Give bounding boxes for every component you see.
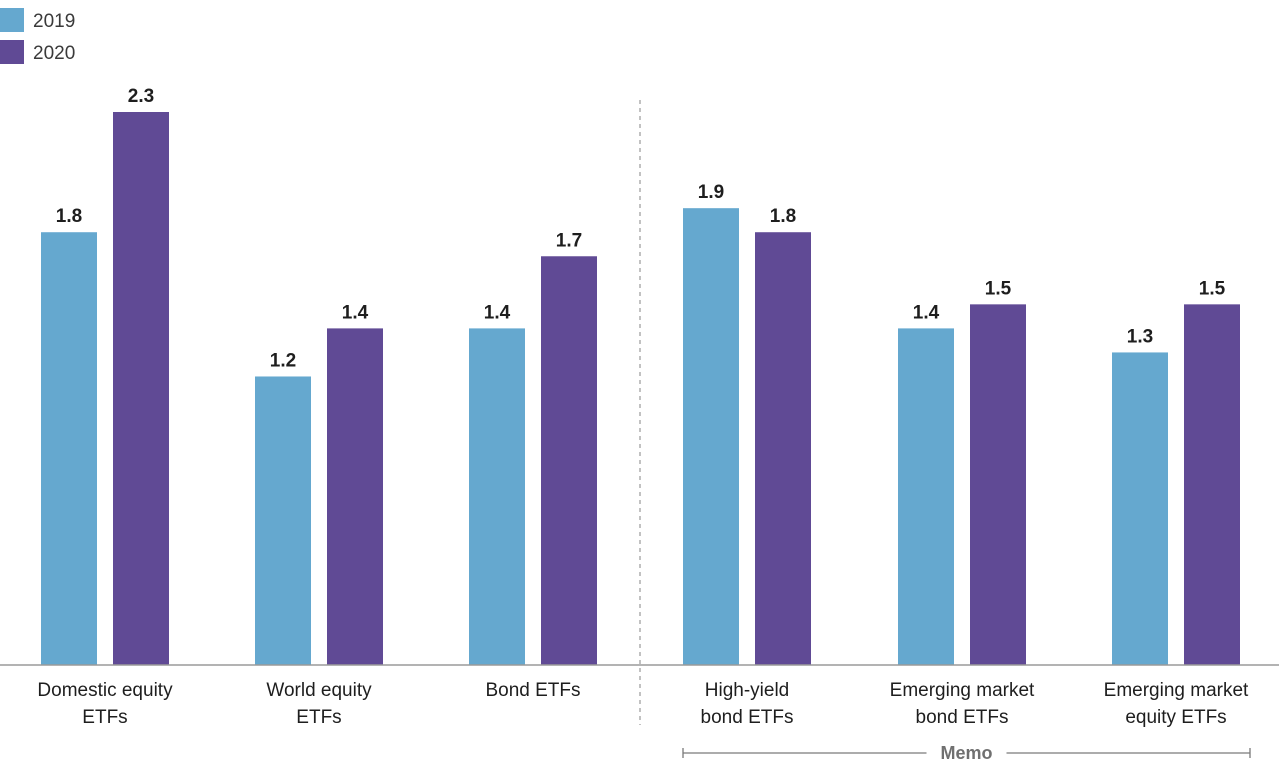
memo-bracket: Memo <box>682 743 1251 762</box>
value-label-2020-1: 1.4 <box>342 302 369 323</box>
category-label-5-0: Emerging market <box>1104 680 1249 701</box>
category-label-4-0: Emerging market <box>890 680 1035 701</box>
value-label-2019-5: 1.3 <box>1127 326 1153 347</box>
bar-2020-3 <box>755 232 811 665</box>
category-label-1-1: ETFs <box>296 707 341 728</box>
category-label-3-1: bond ETFs <box>701 707 794 728</box>
value-label-2020-2: 1.7 <box>556 230 582 251</box>
legend-swatch-2019 <box>0 8 24 32</box>
legend: 2019 2020 <box>0 8 75 64</box>
bar-2019-3 <box>683 208 739 665</box>
category-label-3-0: High-yield <box>705 680 789 701</box>
legend-label-2020: 2020 <box>33 43 75 64</box>
category-label-4-1: bond ETFs <box>916 707 1009 728</box>
category-label-2-0: Bond ETFs <box>485 680 580 701</box>
value-label-2020-3: 1.8 <box>770 206 796 227</box>
bar-2019-5 <box>1112 352 1168 665</box>
value-label-2019-1: 1.2 <box>270 350 296 371</box>
memo-label: Memo <box>940 743 992 762</box>
value-label-2020-5: 1.5 <box>1199 278 1226 299</box>
bars <box>41 112 1240 665</box>
value-label-2020-0: 2.3 <box>128 86 154 107</box>
legend-swatch-2020 <box>0 40 24 64</box>
category-label-0-0: Domestic equity <box>37 680 173 701</box>
bar-2020-5 <box>1184 304 1240 665</box>
category-labels: Domestic equity ETFs World equity ETFs Bond … <box>37 680 1249 728</box>
value-labels: 1.8 1.2 1.4 1.9 1.4 1.3 2.3 1.4 1.7 1.8 1.5 1.5 <box>56 86 1226 371</box>
value-label-2020-4: 1.5 <box>985 278 1012 299</box>
value-label-2019-4: 1.4 <box>913 302 940 323</box>
category-label-0-1: ETFs <box>82 707 127 728</box>
category-label-1-0: World equity <box>266 680 372 701</box>
bar-2020-0 <box>113 112 169 665</box>
bar-2020-1 <box>327 328 383 665</box>
category-label-5-1: equity ETFs <box>1125 707 1226 728</box>
bar-2020-4 <box>970 304 1026 665</box>
bar-2019-2 <box>469 328 525 665</box>
bar-2019-0 <box>41 232 97 665</box>
value-label-2019-2: 1.4 <box>484 302 511 323</box>
bar-2019-4 <box>898 328 954 665</box>
legend-label-2019: 2019 <box>33 11 75 32</box>
value-label-2019-3: 1.9 <box>698 182 724 203</box>
bar-2019-1 <box>255 376 311 665</box>
value-label-2019-0: 1.8 <box>56 206 82 227</box>
bar-2020-2 <box>541 256 597 665</box>
